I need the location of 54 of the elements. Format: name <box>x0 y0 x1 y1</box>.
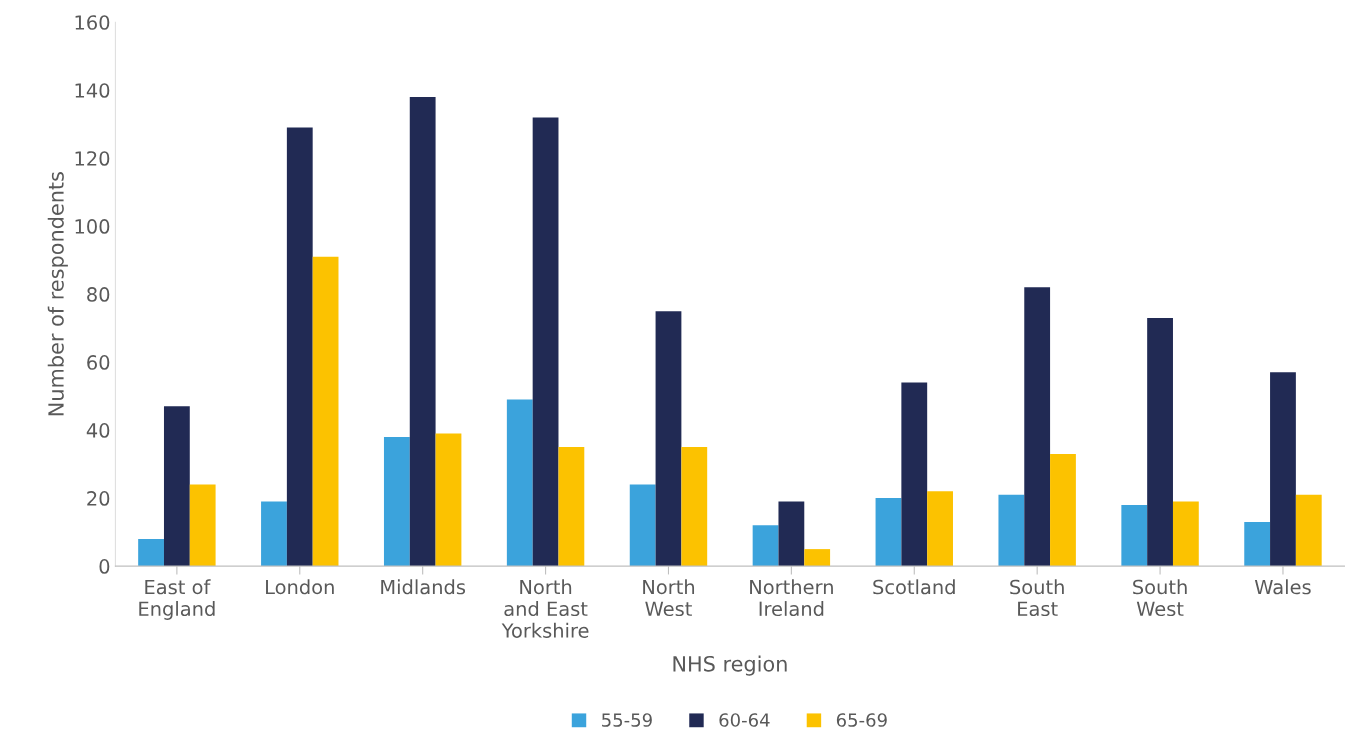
y-tick-label: 20 <box>87 491 110 506</box>
y-tick-label: 160 <box>75 15 110 30</box>
bar <box>1147 317 1173 567</box>
bar <box>998 494 1025 567</box>
bar <box>1295 494 1322 567</box>
x-tick-label: Scotland <box>873 579 955 595</box>
bar <box>901 382 928 567</box>
bar <box>532 117 559 567</box>
legend-label: 60-64 <box>719 713 770 727</box>
bar <box>189 484 216 567</box>
bar <box>409 96 436 567</box>
bar <box>1050 453 1076 567</box>
y-tick-label: 0 <box>99 559 110 574</box>
bar <box>163 406 190 567</box>
bar <box>655 311 682 567</box>
x-tick-label: Midlands <box>381 579 466 595</box>
bar <box>1024 287 1051 567</box>
bar <box>681 447 708 567</box>
x-tick-label: South East <box>1010 579 1064 617</box>
bar <box>804 549 831 567</box>
bar <box>875 498 902 567</box>
bar <box>506 399 533 567</box>
x-tick-label: Northern Ireland <box>750 579 833 617</box>
y-tick-label: 40 <box>86 423 110 438</box>
bar <box>261 501 287 567</box>
legend-label: 55-59 <box>602 713 652 727</box>
bar <box>312 256 339 567</box>
bar <box>752 525 779 567</box>
legend-label: 65-69 <box>836 713 887 727</box>
x-tick-label: East of England <box>139 579 215 620</box>
bar <box>629 484 656 567</box>
bar <box>286 127 313 567</box>
y-tick-label: 60 <box>87 355 110 370</box>
y-axis-title: Number of respondents <box>47 172 68 416</box>
bar <box>383 436 410 567</box>
x-tick-label: North and East Yorkshire <box>501 579 589 638</box>
bar <box>927 491 953 567</box>
bar <box>778 501 805 567</box>
bar <box>558 447 585 567</box>
y-tick-label: 80 <box>87 287 110 302</box>
bar <box>1270 372 1296 567</box>
x-axis-title: NHS region <box>673 655 787 676</box>
x-tick-label: South West <box>1133 579 1187 617</box>
x-tick-label: North West <box>643 579 695 617</box>
x-tick-label: Wales <box>1254 579 1311 595</box>
bar <box>435 433 462 567</box>
y-tick-label: 100 <box>75 219 110 234</box>
y-tick-label: 120 <box>75 151 110 166</box>
y-tick-label: 140 <box>75 83 110 98</box>
bar <box>138 538 164 567</box>
x-tick-label: London <box>266 579 334 595</box>
bar <box>1244 521 1271 567</box>
bar <box>1121 504 1148 567</box>
bar <box>1172 501 1199 567</box>
